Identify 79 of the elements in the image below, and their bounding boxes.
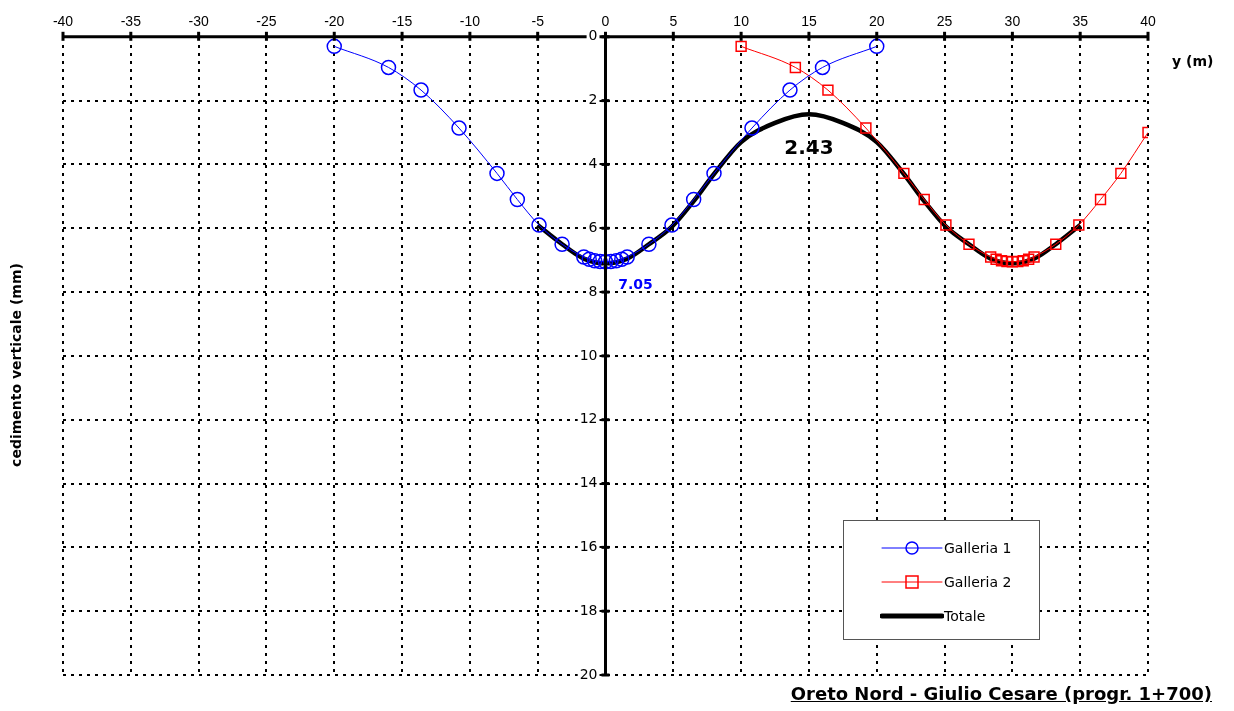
point [614,251,630,267]
x-tick-label: 35 [1072,13,1089,30]
y-tick-label: 12 [579,410,598,427]
point [1001,255,1013,268]
point [597,254,614,270]
point [918,193,930,206]
x-tick-label: 40 [1140,13,1156,30]
legend-label: Galleria 1 [944,540,1012,556]
point [898,167,910,180]
x-tick-label: 20 [868,13,885,30]
point [1073,219,1085,231]
point [592,253,608,270]
legend-label: Galleria 2 [944,574,1012,590]
y-tick-label: 8 [588,282,598,299]
point [744,120,760,136]
x-tick-label: -25 [256,13,277,30]
point [735,40,747,53]
point [1115,167,1127,180]
point [603,253,619,270]
point [586,253,603,269]
point [860,122,872,134]
x-tick-label: -15 [391,13,413,30]
x-axis-title: y (m) [1172,53,1214,69]
point [1094,193,1107,206]
x-tick-label: -20 [324,13,345,30]
legend-label: Totale [944,608,986,624]
point [782,82,798,98]
point [489,165,505,182]
y-tick-label: 18 [579,601,598,618]
point [822,84,834,96]
point [380,59,397,76]
x-tick-label: -5 [531,13,545,30]
point [326,38,342,55]
point [984,251,997,263]
point [869,38,885,55]
x-tick-label: 15 [801,13,817,30]
point [509,191,526,208]
x-tick-label: -10 [459,13,481,30]
point [963,238,975,250]
x-tick-label: 5 [669,13,678,30]
point [664,217,680,233]
x-tick-label: 0 [601,13,610,30]
x-tick-label: 30 [1004,13,1021,30]
x-tick-label: 10 [733,13,750,30]
point [451,120,467,136]
point [685,191,702,208]
point [814,59,831,76]
annotation: 2.43 [784,134,834,159]
point [706,165,722,182]
annotation: 7.05 [618,276,653,293]
point [554,236,570,252]
point [581,251,597,267]
point [576,249,592,265]
point [990,253,1002,265]
point [1028,251,1040,263]
point [531,217,547,233]
point [940,219,952,231]
y-axis-title: cedimento verticale (mm) [8,263,24,467]
y-tick-label: 10 [579,346,598,363]
point [1022,253,1035,265]
y-tick-label: 6 [588,218,598,235]
x-tick-label: -30 [188,13,209,30]
y-tick-label: 16 [579,538,598,554]
y-tick-label: 2 [588,91,598,108]
point [995,255,1008,267]
x-tick-label: -40 [52,13,74,30]
point [608,253,625,269]
y-tick-label: 4 [588,155,598,172]
y-tick-label: 0 [588,27,598,44]
point [641,236,657,252]
point [619,249,635,265]
point [1050,238,1062,250]
x-tick-label: -35 [120,13,142,30]
y-tick-label: 14 [579,474,598,491]
text: Oreto Nord - Giulio Cesare (progr. 1+700) [790,683,1212,704]
point [789,61,802,74]
point [413,82,429,98]
x-tick-label: 25 [936,13,953,30]
y-tick-label: 20 [579,665,598,682]
